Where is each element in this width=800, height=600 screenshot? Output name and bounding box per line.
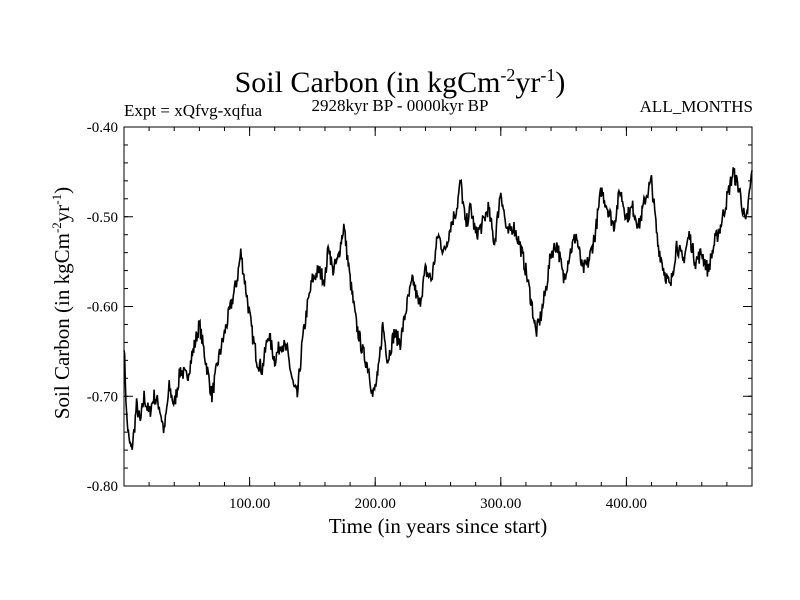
chart-title: Soil Carbon (in kgCm-2yr-1) — [234, 65, 566, 99]
y-axis-label: Soil Carbon (in kgCm-2yr-1) — [49, 186, 74, 420]
series-line — [123, 167, 753, 450]
axis-ticks: -0.80 -0.70 -0.60 -0.50 -0.40 100.00 200.00 300… — [87, 120, 752, 512]
y-tick-label: -0.50 — [87, 210, 118, 226]
y-tick-label: -0.80 — [87, 479, 118, 495]
period-label: 2928kyr BP - 0000kyr BP — [311, 96, 489, 115]
months-label: ALL_MONTHS — [639, 97, 753, 116]
x-tick-label: 100.00 — [229, 496, 270, 512]
x-tick-label: 300.00 — [480, 496, 521, 512]
x-tick-label: 400.00 — [606, 496, 647, 512]
y-tick-label: -0.60 — [87, 300, 118, 316]
y-tick-label: -0.40 — [87, 120, 118, 136]
y-tick-label: -0.70 — [87, 389, 118, 405]
experiment-label: Expt = xQfvg-xqfua — [124, 101, 263, 120]
x-tick-label: 200.00 — [355, 496, 396, 512]
plot-frame — [123, 126, 753, 487]
x-axis-label: Time (in years since start) — [328, 514, 548, 538]
